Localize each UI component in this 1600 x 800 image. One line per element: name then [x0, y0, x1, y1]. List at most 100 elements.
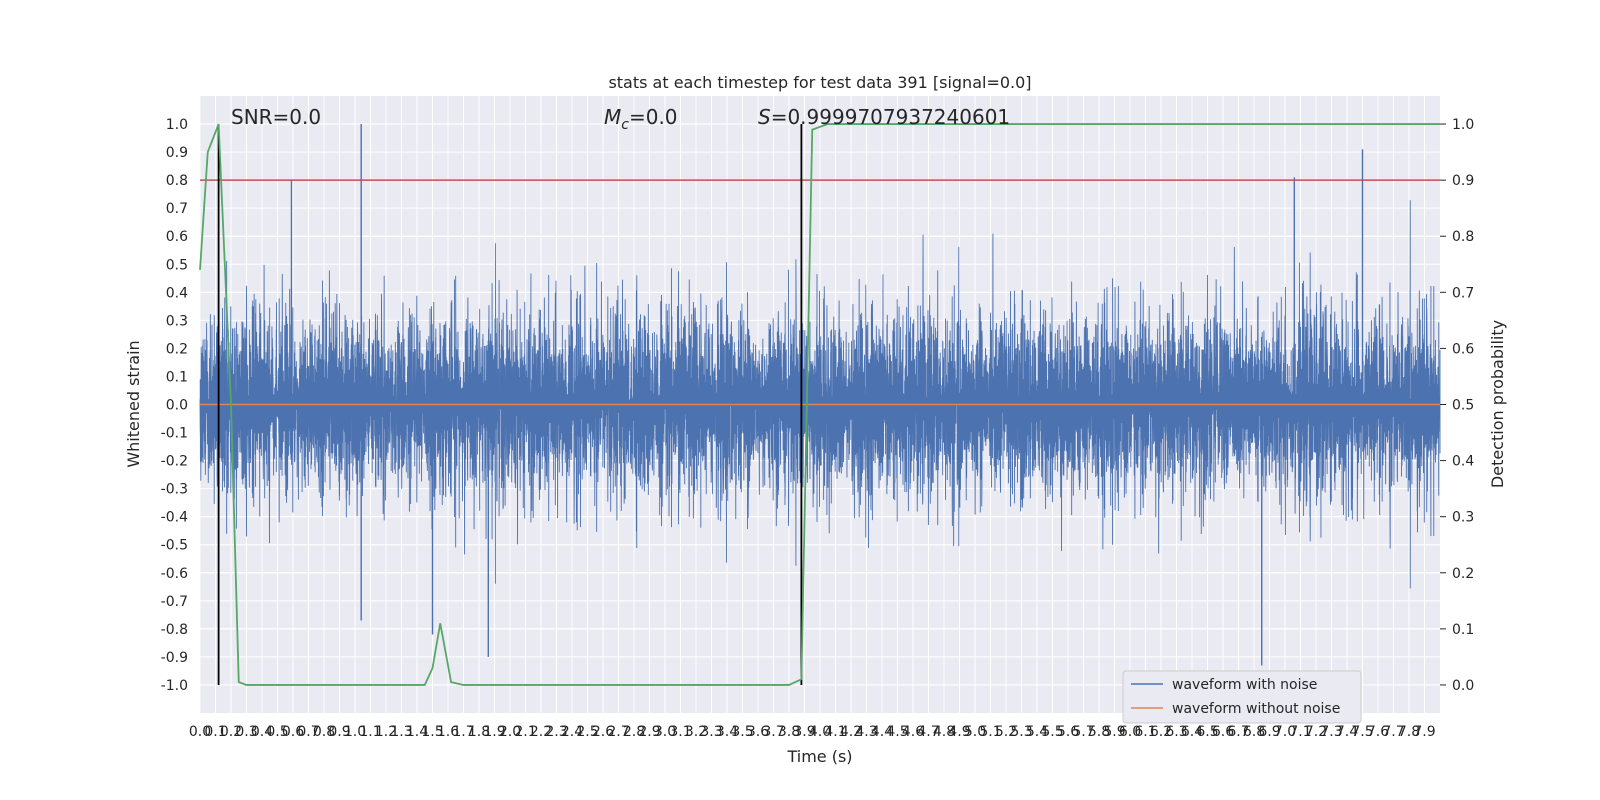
x-tick-label: 3.2 — [685, 724, 707, 740]
x-tick-label: 7.3 — [1320, 724, 1342, 740]
y2-tick-labels: 1.0 0.9 0.8 0.7 0.6 0.5 0.4 0.3 0.2 0.1 0.0 — [1440, 117, 1474, 694]
x-tick-label: 1.4 — [406, 724, 428, 740]
x-tick-label: 2.7 — [607, 724, 629, 740]
x-tick-label: 4.1 — [824, 724, 846, 740]
x-tick-label: 4.3 — [855, 724, 877, 740]
x-tick-label: 0.7 — [297, 724, 319, 740]
x-tick-label: 5.7 — [1072, 724, 1094, 740]
y-tick-label: 1.0 — [166, 117, 188, 133]
y2-tick-label: 1.0 — [1452, 117, 1474, 133]
chart-title: stats at each timestep for test data 391… — [608, 73, 1031, 92]
x-tick-label: 4.8 — [933, 724, 955, 740]
x-tick-label: 5.6 — [1057, 724, 1079, 740]
x-tick-label: 2.5 — [576, 724, 598, 740]
x-tick-labels: 0.00.10.20.30.40.50.60.70.80.91.01.11.21… — [189, 724, 1436, 740]
y-tick-label: 0.5 — [166, 257, 188, 273]
x-tick-label: 0.5 — [266, 724, 288, 740]
x-tick-label: 4.4 — [871, 724, 893, 740]
noisy-waveform-line — [199, 200, 1441, 589]
chirp-mass-symbol: M — [604, 105, 621, 129]
x-tick-label: 1.2 — [375, 724, 397, 740]
y2-tick-label: 0.7 — [1452, 285, 1474, 301]
y2-tick-label: 0.8 — [1452, 229, 1474, 245]
x-tick-label: 4.9 — [948, 724, 970, 740]
x-tick-label: 3.4 — [716, 724, 738, 740]
x-tick-label: 7.8 — [1398, 724, 1420, 740]
y-tick-label: -0.1 — [161, 426, 188, 442]
y2-tick-label: 0.1 — [1452, 622, 1474, 638]
x-tick-label: 5.9 — [1103, 724, 1125, 740]
x-tick-label: 6.9 — [1258, 724, 1280, 740]
x-tick-label: 3.9 — [793, 724, 815, 740]
chirp-mass-annotation: Mc=0.0 — [604, 105, 678, 133]
score-annotation: S=0.9999707937240601 — [758, 105, 1010, 129]
y-tick-label: 0.1 — [166, 369, 188, 385]
x-tick-label: 7.9 — [1413, 724, 1435, 740]
x-tick-label: 7.1 — [1289, 724, 1311, 740]
y-tick-label: 0.8 — [166, 173, 188, 189]
x-tick-label: 4.0 — [809, 724, 831, 740]
y2-tick-label: 0.9 — [1452, 173, 1474, 189]
x-tick-label: 2.6 — [592, 724, 614, 740]
x-tick-label: 0.4 — [251, 724, 273, 740]
x-tick-label: 3.8 — [778, 724, 800, 740]
x-tick-label: 5.2 — [995, 724, 1017, 740]
y-tick-label: -0.9 — [161, 650, 188, 666]
y-tick-label: 0.6 — [166, 229, 188, 245]
y-tick-label: 0.0 — [166, 398, 188, 414]
x-tick-label: 5.8 — [1088, 724, 1110, 740]
x-tick-label: 2.4 — [561, 724, 583, 740]
x-tick-label: 0.3 — [235, 724, 257, 740]
chirp-mass-value: =0.0 — [629, 105, 678, 129]
x-tick-label: 0.8 — [313, 724, 335, 740]
x-tick-label: 5.3 — [1010, 724, 1032, 740]
x-tick-label: 5.0 — [964, 724, 986, 740]
x-tick-label: 0.6 — [282, 724, 304, 740]
x-tick-label: 2.9 — [638, 724, 660, 740]
y-tick-label: 0.2 — [166, 341, 188, 357]
x-tick-label: 2.3 — [545, 724, 567, 740]
y2-tick-label: 0.5 — [1452, 398, 1474, 414]
snr-annotation: SNR=0.0 — [231, 105, 321, 129]
x-tick-label: 5.4 — [1026, 724, 1048, 740]
x-tick-label: 1.5 — [421, 724, 443, 740]
x-tick-label: 0.0 — [189, 724, 211, 740]
x-tick-label: 3.3 — [700, 724, 722, 740]
y2-tick-label: 0.2 — [1452, 566, 1474, 582]
x-tick-label: 1.8 — [468, 724, 490, 740]
x-tick-label: 2.2 — [530, 724, 552, 740]
y-axis-label: Whitened strain — [124, 340, 143, 467]
x-tick-label: 2.1 — [514, 724, 536, 740]
y-tick-label: -0.4 — [161, 510, 188, 526]
x-tick-label: 6.7 — [1227, 724, 1249, 740]
probability-series — [199, 123, 1440, 686]
x-tick-label: 3.1 — [669, 724, 691, 740]
x-tick-label: 6.5 — [1196, 724, 1218, 740]
x-tick-label: 1.7 — [452, 724, 474, 740]
x-tick-label: 7.5 — [1351, 724, 1373, 740]
x-tick-label: 3.6 — [747, 724, 769, 740]
x-tick-label: 1.3 — [390, 724, 412, 740]
x-tick-label: 5.5 — [1041, 724, 1063, 740]
vertical-marker-lines — [217, 124, 803, 685]
probability-line — [199, 123, 1440, 686]
x-tick-label: 0.2 — [220, 724, 242, 740]
y2-tick-label: 0.4 — [1452, 454, 1474, 470]
x-tick-label: 1.6 — [437, 724, 459, 740]
x-tick-label: 6.3 — [1165, 724, 1187, 740]
y2-tick-label: 0.0 — [1452, 678, 1474, 694]
x-tick-label: 7.6 — [1367, 724, 1389, 740]
x-tick-label: 6.1 — [1134, 724, 1156, 740]
y2-axis-label: Detection probability — [1488, 320, 1507, 488]
legend-box — [1122, 670, 1362, 724]
noisy-waveform-series — [199, 124, 1441, 666]
y-tick-label: 0.9 — [166, 145, 188, 161]
y-tick-label: -0.3 — [161, 482, 188, 498]
x-tick-label: 4.7 — [917, 724, 939, 740]
x-tick-label: 6.6 — [1212, 724, 1234, 740]
x-tick-label: 1.9 — [483, 724, 505, 740]
y-tick-label: -0.8 — [161, 622, 188, 638]
score-value: =0.9999707937240601 — [771, 105, 1010, 129]
x-tick-label: 2.8 — [623, 724, 645, 740]
